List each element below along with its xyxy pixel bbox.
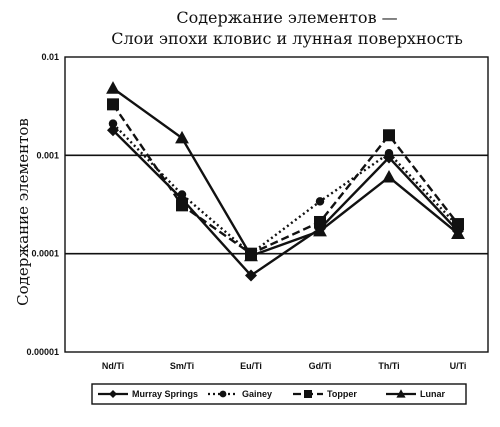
legend-swatch-marker <box>304 390 312 398</box>
legend-swatch-marker <box>219 390 227 398</box>
x-tick-label: Eu/Ti <box>240 361 262 371</box>
legend-swatch-marker <box>396 389 406 398</box>
data-point <box>382 169 396 183</box>
legend-swatch-marker <box>109 390 117 398</box>
data-point <box>106 81 120 94</box>
legend-label: Murray Springs <box>132 389 198 399</box>
data-point <box>177 190 187 199</box>
data-point <box>108 119 118 128</box>
data-point <box>107 98 119 111</box>
x-tick-label: Nd/Ti <box>102 361 124 371</box>
data-point <box>176 199 188 212</box>
chart-title: Содержание элементов — <box>176 8 397 27</box>
y-tick-label: 0.001 <box>36 150 59 160</box>
data-point <box>451 226 465 239</box>
data-point <box>315 197 325 206</box>
y-tick-label: 0.01 <box>41 52 59 62</box>
data-point <box>383 129 395 142</box>
data-point <box>175 130 189 144</box>
data-point <box>313 223 327 237</box>
data-point <box>245 269 257 282</box>
x-tick-labels: Nd/Ti Sm/Ti Eu/Ti Gd/Ti Th/Ti U/Ti <box>102 361 467 371</box>
legend-item: Gainey <box>208 389 272 399</box>
legend-box <box>91 383 467 405</box>
series-line <box>112 122 459 256</box>
series-murray-springs <box>107 124 464 282</box>
series-lunar <box>106 81 465 262</box>
x-tick-label: Gd/Ti <box>309 361 332 371</box>
x-tick-label: Sm/Ti <box>170 361 194 371</box>
x-tick-label: U/Ti <box>450 361 467 371</box>
legend-label: Lunar <box>420 389 445 399</box>
x-tick-label: Th/Ti <box>378 361 399 371</box>
plot-frame <box>64 56 489 353</box>
legend-label: Topper <box>327 389 357 399</box>
data-point <box>452 218 464 231</box>
data-point <box>384 148 394 158</box>
legend: Murray Springs Gainey Topper Lunar <box>91 383 467 405</box>
y-tick-labels: 0.01 0.001 0.0001 0.00001 <box>26 52 59 357</box>
y-tick-label: 0.00001 <box>26 347 59 357</box>
legend-item: Topper <box>293 389 357 399</box>
data-point <box>314 215 326 228</box>
legend-label: Gainey <box>242 389 272 399</box>
grid-layer <box>64 56 489 353</box>
series-line <box>112 103 459 256</box>
chart-subtitle: Слои эпохи кловис и лунная поверхность <box>111 29 463 48</box>
legend-item: Murray Springs <box>98 389 198 399</box>
series-line <box>112 87 459 258</box>
data-point <box>107 124 119 137</box>
data-point <box>244 248 258 262</box>
legend-item: Lunar <box>386 389 445 399</box>
y-tick-label: 0.0001 <box>31 249 59 259</box>
series-layer <box>106 81 465 282</box>
y-axis-label: Содержание элементов <box>14 118 32 306</box>
